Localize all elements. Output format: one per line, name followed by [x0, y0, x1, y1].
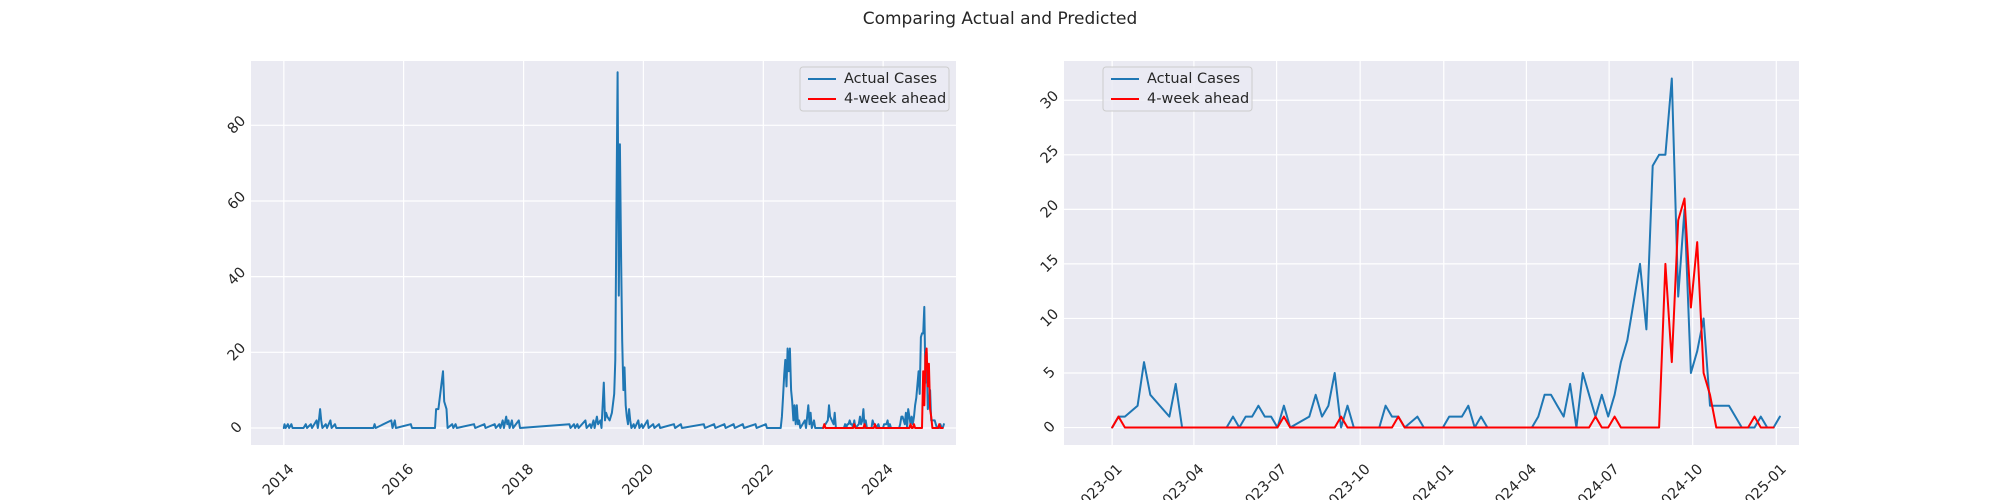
y-tick-label: 20: [225, 340, 249, 364]
x-tick-label: 2022: [740, 461, 777, 498]
legend: Actual Cases 4-week ahead: [1102, 66, 1253, 112]
x-tick-label: 2024: [859, 461, 896, 498]
legend: Actual Cases 4-week ahead: [799, 66, 950, 112]
four-week-ahead-series-line: [1111, 197, 1775, 429]
legend-label: 4-week ahead: [1147, 91, 1249, 107]
legend-box: [1102, 66, 1253, 112]
y-tick-label: 0: [228, 419, 246, 437]
y-tick-label: 80: [225, 113, 249, 137]
legend-label: Actual Cases: [1147, 71, 1240, 87]
four-week-ahead-series-line: [822, 347, 944, 429]
legend-label: Actual Cases: [844, 71, 937, 87]
y-tick-label: 20: [1038, 197, 1062, 221]
actual-cases-series-line: [1111, 77, 1781, 429]
x-tick-label: 2023-10: [1320, 461, 1374, 500]
x-tick-label: 2014: [260, 461, 297, 498]
x-tick-label: 2023-07: [1236, 461, 1290, 500]
x-tick-label: 2024-10: [1652, 461, 1706, 500]
y-tick-label: 30: [1038, 88, 1062, 112]
x-tick-label: 2025-01: [1736, 461, 1790, 500]
x-tick-label: 2016: [380, 461, 417, 498]
figure-title: Comparing Actual and Predicted: [863, 9, 1138, 29]
legend-box: [799, 66, 950, 112]
y-tick-label: 15: [1038, 252, 1062, 276]
y-tick-label: 40: [225, 264, 249, 288]
y-tick-label: 60: [225, 189, 249, 213]
y-tick-label: 25: [1038, 143, 1062, 167]
x-tick-label: 2024-01: [1403, 461, 1457, 500]
x-tick-label: 2020: [620, 461, 657, 498]
legend-label: 4-week ahead: [844, 91, 946, 107]
y-tick-label: 0: [1041, 419, 1059, 437]
x-tick-label: 2018: [500, 461, 537, 498]
x-tick-label: 2024-07: [1569, 461, 1623, 500]
y-tick-label: 10: [1038, 306, 1062, 330]
x-tick-label: 2023-04: [1153, 461, 1207, 500]
chart-right-zoomed-recent: 2023-01 2023-04 2023-07 2023-10 2024-01 2024-…: [1038, 61, 1799, 500]
actual-cases-series-line: [282, 71, 945, 429]
x-tick-label: 2023-01: [1072, 461, 1126, 500]
y-tick-label: 5: [1041, 364, 1059, 382]
chart-left-full-history: 2014 2016 2018 2020 2022 2024 0 20 40 60 80 Actual …: [225, 61, 956, 499]
x-tick-label: 2024-04: [1486, 461, 1540, 500]
